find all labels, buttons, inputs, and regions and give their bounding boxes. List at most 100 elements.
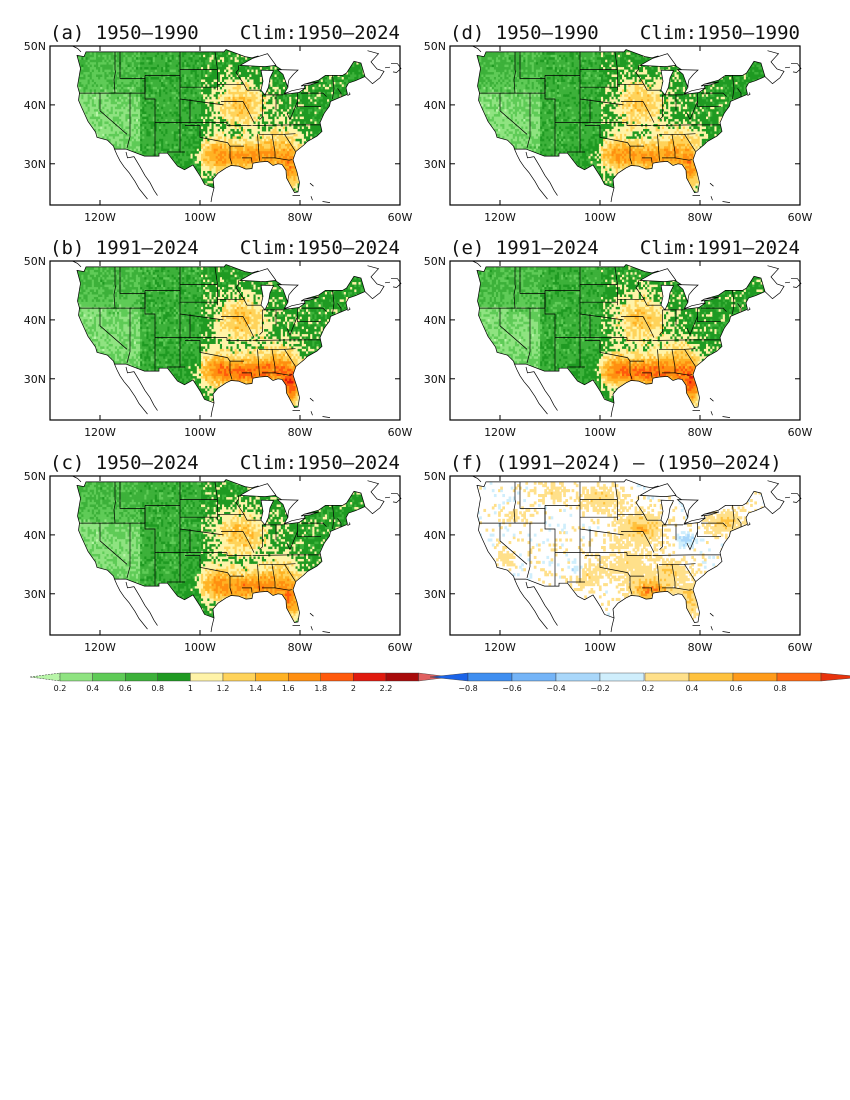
map-panel-d: (d) 1950—1990 Clim:1950—1990 50N 40N 30N 120W… [424, 22, 813, 224]
lat-label: 50N [24, 40, 46, 53]
lon-label: 100W [184, 211, 216, 224]
field-f [477, 479, 765, 623]
map-panel-e: (e) 1991—2024 Clim:1991—2024 50N 40N 30N 120W… [424, 237, 813, 439]
lon-label: 60W [788, 641, 813, 654]
lat-label: 30N [424, 158, 446, 171]
lon-label: 60W [388, 641, 413, 654]
colorbar-diff-pos-arrow [820, 672, 850, 682]
colorbar-diff-neg-label: −0.8 [458, 684, 477, 693]
lat-label: 50N [424, 40, 446, 53]
lat-label: 50N [424, 255, 446, 268]
lon-label: 120W [484, 426, 516, 439]
lon-label: 120W [84, 641, 116, 654]
map-panel-f: (f) (1991—2024) — (1950—2024) 50N 40N 30N 12… [424, 452, 813, 654]
panel-frame-e [449, 260, 801, 421]
colorbar-ratio: 0.2 0.4 0.6 0.8 1 1.2 1.4 1.6 1.8 2 2.2 [29, 672, 451, 693]
lat-label: 50N [424, 470, 446, 483]
panel-title-c: (c) 1950—2024 [50, 452, 199, 474]
panel-frame-f [449, 475, 801, 636]
panel-clim-c: Clim:1950—2024 [240, 452, 400, 474]
lat-label: 30N [24, 588, 46, 601]
colorbar-ratio-label: 0.2 [54, 684, 67, 693]
boundaries-c [72, 475, 402, 633]
colorbar-diff-pos-box [776, 672, 822, 682]
lon-label: 80W [288, 641, 313, 654]
colorbar-diff-neg-box [599, 672, 645, 682]
lon-label: 100W [184, 426, 216, 439]
map-panel-b: (b) 1991—2024 Clim:1950—2024 50N 40N 30N 120W… [24, 237, 413, 439]
colorbar-diff-neg-label: −0.4 [546, 684, 565, 693]
colorbar-diff-neg-box [467, 672, 513, 682]
colorbar-ratio-label: 2 [351, 684, 356, 693]
lon-label: 80W [688, 211, 713, 224]
colorbar-ratio-box [320, 672, 354, 682]
colorbar-ratio-left-arrow [29, 672, 61, 682]
lat-label: 40N [424, 99, 446, 112]
lon-label: 60W [788, 426, 813, 439]
colorbar-diff-pos-label: 0.6 [730, 684, 743, 693]
panel-clim-e: Clim:1991—2024 [640, 237, 800, 259]
colorbar-diff-neg-box [555, 672, 601, 682]
colorbar-group: 0.2 0.4 0.6 0.8 1 1.2 1.4 1.6 1.8 2 2.2 −0.8 −0.6 −0.… [29, 672, 850, 693]
panel-frame-a [49, 45, 401, 206]
lon-label: 120W [84, 211, 116, 224]
lat-label: 30N [24, 373, 46, 386]
colorbar-ratio-box [59, 672, 93, 682]
colorbar-ratio-label: 0.8 [151, 684, 164, 693]
lon-label: 100W [184, 641, 216, 654]
colorbar-ratio-label: 1.2 [217, 684, 230, 693]
colorbar-ratio-box [222, 672, 256, 682]
panel-frame-d [449, 45, 801, 206]
colorbar-diff-positive: 0.2 0.4 0.6 0.8 [642, 672, 850, 693]
panel-title-e: (e) 1991—2024 [450, 237, 599, 259]
lat-label: 40N [424, 529, 446, 542]
colorbar-diff-pos-box [688, 672, 734, 682]
lon-label: 100W [584, 641, 616, 654]
colorbar-diff-negative: −0.8 −0.6 −0.4 −0.2 [429, 672, 645, 693]
colorbar-diff-pos-box [644, 672, 690, 682]
colorbar-diff-neg-label: −0.6 [502, 684, 521, 693]
colorbar-ratio-label: 1 [188, 684, 193, 693]
colorbar-ratio-label: 1.4 [249, 684, 262, 693]
colorbar-ratio-label: 0.4 [86, 684, 99, 693]
colorbar-diff-neg-label: −0.2 [590, 684, 609, 693]
colorbar-ratio-box [385, 672, 419, 682]
lon-label: 60W [388, 211, 413, 224]
panel-title-b: (b) 1991—2024 [50, 237, 199, 259]
panel-clim-b: Clim:1950—2024 [240, 237, 400, 259]
lat-label: 30N [424, 373, 446, 386]
lon-label: 80W [288, 426, 313, 439]
lon-label: 120W [484, 641, 516, 654]
colorbar-ratio-label: 2.2 [380, 684, 393, 693]
lon-label: 80W [688, 641, 713, 654]
lon-label: 120W [484, 211, 516, 224]
lon-label: 60W [388, 426, 413, 439]
lon-label: 120W [84, 426, 116, 439]
field-a [77, 49, 365, 193]
colorbar-ratio-box [255, 672, 289, 682]
boundaries-b [72, 260, 402, 418]
boundaries-d [472, 45, 802, 203]
colorbar-diff-pos-label: 0.4 [686, 684, 699, 693]
panel-title-a: (a) 1950—1990 [50, 22, 199, 44]
lat-label: 30N [24, 158, 46, 171]
lat-label: 50N [24, 470, 46, 483]
lat-label: 40N [24, 99, 46, 112]
lat-label: 30N [424, 588, 446, 601]
boundaries-a [72, 45, 402, 203]
lon-label: 80W [288, 211, 313, 224]
panel-frame-b [49, 260, 401, 421]
lon-label: 80W [688, 426, 713, 439]
colorbar-diff-neg-arrow [429, 672, 469, 682]
colorbar-ratio-label: 0.6 [119, 684, 132, 693]
panel-title-d: (d) 1950—1990 [450, 22, 599, 44]
colorbar-ratio-box [157, 672, 191, 682]
boundaries-e [472, 260, 802, 418]
colorbar-diff-pos-box [732, 672, 778, 682]
panel-title-f: (f) (1991—2024) — (1950—2024) [450, 452, 782, 474]
lat-label: 40N [424, 314, 446, 327]
panel-clim-d: Clim:1950—1990 [640, 22, 800, 44]
colorbar-diff-pos-label: 0.2 [642, 684, 655, 693]
colorbar-ratio-box [190, 672, 224, 682]
